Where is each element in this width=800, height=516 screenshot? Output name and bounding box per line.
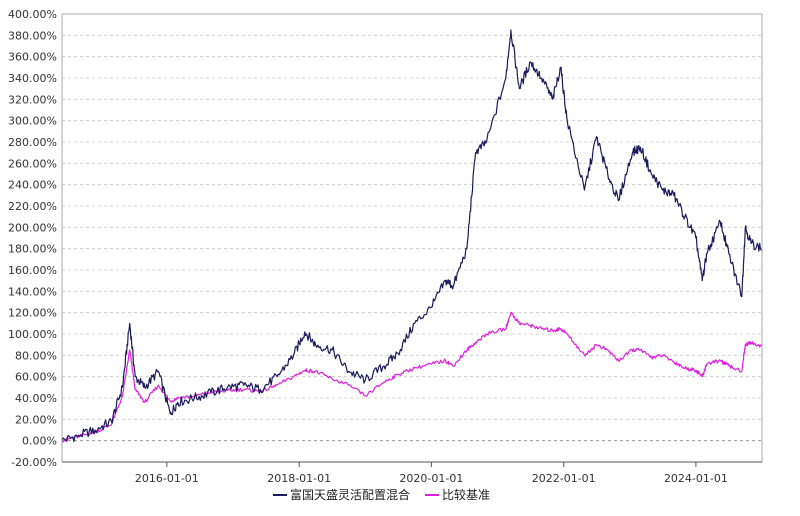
y-tick-label: 80.00% [15, 349, 57, 362]
y-tick-label: 220.00% [8, 200, 57, 213]
grid-layer [62, 13, 762, 463]
y-tick-label: -20.00% [11, 456, 57, 469]
y-tick-label: 260.00% [8, 157, 57, 170]
y-tick-label: 60.00% [15, 371, 57, 384]
y-tick-label: 140.00% [8, 285, 57, 298]
y-tick-label: 400.00% [8, 8, 57, 21]
x-tick-label: 2018-01-01 [267, 472, 331, 485]
x-tick-label: 2020-01-01 [399, 472, 463, 485]
y-tick-label: 360.00% [8, 51, 57, 64]
axis-layer: -20.00% 0.00% 20.00% 40.00% 60.00% 80.00% 100.… [8, 8, 763, 485]
y-tick-label: 160.00% [8, 264, 57, 277]
y-tick-label: 280.00% [8, 136, 57, 149]
y-tick-label: 40.00% [15, 392, 57, 405]
y-tick-label: 100.00% [8, 328, 57, 341]
legend-label-1: 富国天盛灵活配置混合 [290, 487, 410, 502]
y-tick-label: 200.00% [8, 221, 57, 234]
y-tick-label: 0.00% [22, 435, 57, 448]
legend-label-2: 比较基准 [442, 487, 490, 502]
y-tick-label: 180.00% [8, 243, 57, 256]
y-tick-label: 320.00% [8, 93, 57, 106]
y-tick-label: 20.00% [15, 413, 57, 426]
y-tick-label: 120.00% [8, 307, 57, 320]
series-line-2 [61, 311, 763, 443]
y-tick-label: 300.00% [8, 115, 57, 128]
x-tick-label: 2016-01-01 [135, 472, 199, 485]
y-tick-label: 380.00% [8, 29, 57, 42]
legend: 富国天盛灵活配置混合 比较基准 [273, 487, 490, 502]
series-line-1 [61, 29, 763, 443]
x-tick-label: 2024-01-01 [664, 472, 728, 485]
y-tick-label: 340.00% [8, 72, 57, 85]
series-layer [61, 29, 763, 443]
x-tick-label: 2022-01-01 [532, 472, 596, 485]
y-tick-label: 240.00% [8, 179, 57, 192]
